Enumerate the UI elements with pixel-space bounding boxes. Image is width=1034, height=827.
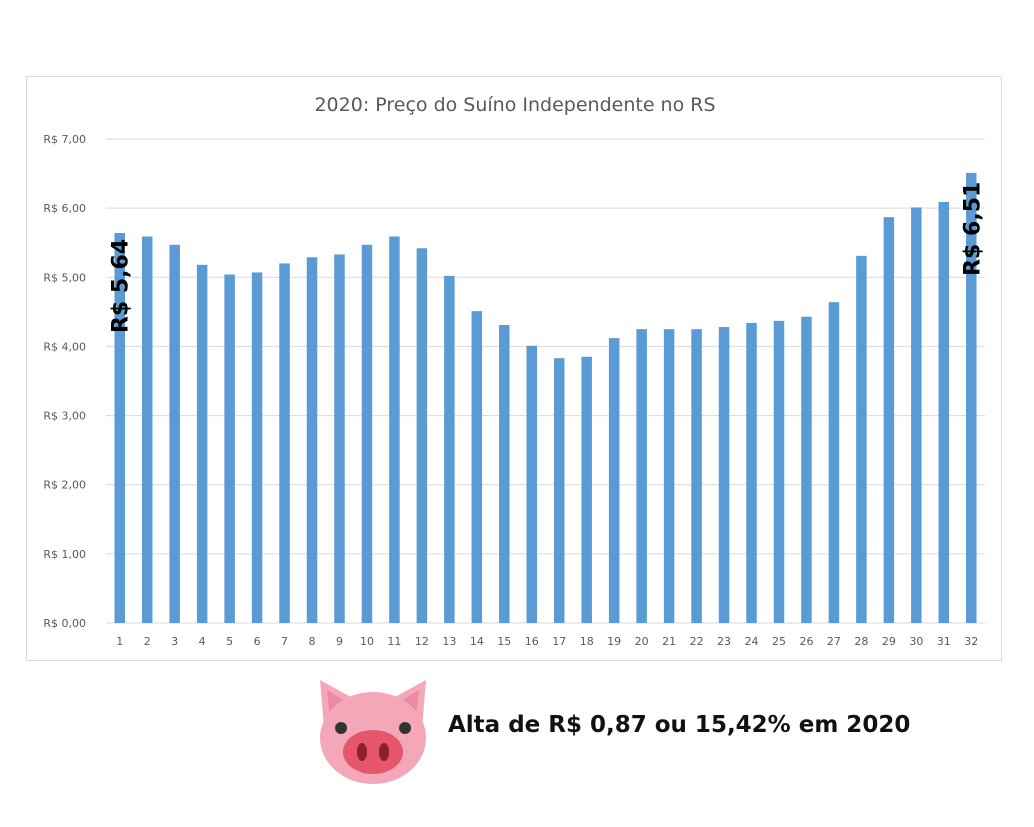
y-tick-label: R$ 5,00 [43, 271, 86, 284]
bar [141, 236, 153, 623]
x-tick-label: 18 [580, 635, 594, 648]
x-tick-label: 11 [387, 635, 401, 648]
x-tick-label: 12 [415, 635, 429, 648]
pig-nostril-right [379, 743, 389, 761]
bar [883, 217, 895, 624]
bar [746, 322, 757, 623]
x-tick-label: 3 [171, 635, 178, 648]
y-tick-label: R$ 2,00 [43, 479, 86, 492]
bar [416, 248, 428, 623]
bar [251, 272, 263, 623]
bar [279, 263, 290, 623]
chart-title: 2020: Preço do Suíno Independente no RS [314, 94, 715, 116]
bar [169, 244, 180, 623]
bar [224, 274, 235, 623]
x-tick-label: 9 [336, 635, 343, 648]
x-tick-label: 8 [309, 635, 316, 648]
x-tick-label: 25 [772, 635, 786, 648]
bar [966, 172, 977, 623]
y-tick-label: R$ 0,00 [43, 617, 86, 630]
first-value-label: R$ 5,64 [109, 239, 134, 333]
bar-chart: 2020: Preço do Suíno Independente no RS … [43, 94, 986, 648]
x-tick-label: 31 [937, 635, 951, 648]
x-tick-label: 30 [909, 635, 923, 648]
x-tick-label: 17 [552, 635, 566, 648]
bar [196, 264, 208, 623]
x-tick-label: 14 [470, 635, 484, 648]
x-tick-label: 20 [635, 635, 649, 648]
x-tick-label: 19 [607, 635, 621, 648]
bar [114, 233, 125, 623]
x-tick-label: 4 [199, 635, 206, 648]
bar [553, 358, 565, 623]
bar [471, 311, 483, 623]
x-tick-label: 22 [690, 635, 704, 648]
bars [114, 172, 977, 624]
gridlines [106, 138, 985, 624]
bar [828, 302, 840, 623]
chart-frame: 2020: Preço do Suíno Independente no RS … [26, 76, 1002, 661]
y-axis-ticks: R$ 0,00 R$ 1,00 R$ 2,00 R$ 3,00 R$ 4,00 R$ 5,… [43, 133, 86, 630]
x-tick-label: 32 [964, 635, 978, 648]
pig-snout [343, 730, 403, 774]
x-tick-label: 16 [525, 635, 539, 648]
annotations: R$ 5,64 R$ 6,51 [109, 182, 986, 333]
y-tick-label: R$ 1,00 [43, 548, 86, 561]
y-tick-label: R$ 3,00 [43, 410, 86, 423]
x-tick-label: 2 [144, 635, 151, 648]
last-value-label: R$ 6,51 [960, 182, 985, 276]
bar [361, 244, 373, 623]
x-tick-label: 13 [442, 635, 456, 648]
x-tick-label: 6 [254, 635, 261, 648]
bar [801, 316, 812, 623]
x-tick-label: 23 [717, 635, 731, 648]
bar [911, 207, 922, 624]
x-tick-label: 5 [226, 635, 233, 648]
y-tick-label: R$ 7,00 [43, 133, 86, 146]
bar [718, 327, 730, 623]
pig-left-eye [335, 722, 347, 734]
x-tick-label: 7 [281, 635, 288, 648]
pig-nostril-left [357, 743, 367, 761]
bar [856, 255, 867, 623]
y-tick-label: R$ 4,00 [43, 340, 86, 353]
bar [526, 345, 538, 623]
bar [581, 356, 592, 623]
bar [636, 329, 647, 623]
bar [444, 275, 455, 623]
x-tick-label: 24 [745, 635, 759, 648]
footer-summary-text: Alta de R$ 0,87 ou 15,42% em 2020 [448, 712, 911, 738]
bar [389, 236, 400, 623]
x-tick-label: 10 [360, 635, 374, 648]
x-axis-ticks: 1 2 3 4 5 6 7 8 9 10 11 12 13 14 15 16 17 18 19 20 21 22 23 24 2… [116, 635, 978, 648]
x-tick-label: 1 [116, 635, 123, 648]
bar [773, 320, 785, 623]
bar [663, 329, 675, 623]
bar [499, 324, 510, 623]
bar [938, 201, 950, 624]
bar [608, 338, 620, 623]
x-tick-label: 27 [827, 635, 841, 648]
x-tick-label: 29 [882, 635, 896, 648]
x-tick-label: 15 [497, 635, 511, 648]
pig-face-icon [320, 680, 426, 784]
x-tick-label: 28 [854, 635, 868, 648]
bar [334, 254, 345, 623]
x-tick-label: 21 [662, 635, 676, 648]
x-tick-label: 26 [799, 635, 813, 648]
y-tick-label: R$ 6,00 [43, 202, 86, 215]
bar [306, 257, 318, 623]
bar [691, 329, 702, 623]
pig-right-eye [399, 722, 411, 734]
